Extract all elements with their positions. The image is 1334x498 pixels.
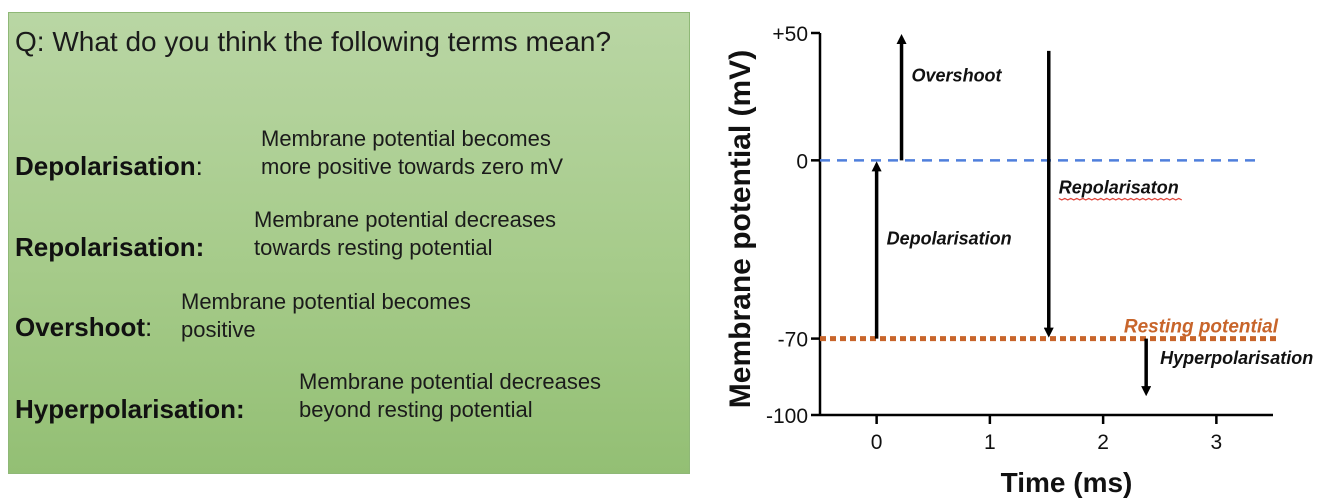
y-tick-label: 0 <box>796 150 808 173</box>
definition-line: more positive towards zero mV <box>261 154 563 179</box>
question-text: Q: What do you think the following terms… <box>15 26 612 57</box>
y-tick-label: -100 <box>766 405 808 428</box>
definition-line: positive <box>181 317 256 342</box>
term-depolarisation: Depolarisation: <box>15 151 203 182</box>
definition-overshoot: Membrane potential becomes positive <box>181 288 471 344</box>
definition-line: Membrane potential decreases <box>299 369 602 394</box>
definition-line: Membrane potential becomes <box>261 126 551 151</box>
y-tick-label: +50 <box>772 23 808 46</box>
term-label: Repolarisation: <box>15 232 205 262</box>
term-overshoot: Overshoot: <box>15 312 152 343</box>
term-label: Hyperpolarisation: <box>15 394 245 424</box>
definition-hyperpolarisation: Membrane potential decreases beyond rest… <box>299 368 601 424</box>
definition-line: Membrane potential becomes <box>181 289 471 314</box>
spellcheck-underline <box>1058 197 1183 201</box>
x-tick-label: 2 <box>1097 431 1109 454</box>
repolarisation-label: Repolarisaton <box>1059 177 1179 197</box>
term-label: Depolarisation <box>15 151 196 181</box>
term-repolarisation: Repolarisation: <box>15 232 204 263</box>
x-tick-label: 3 <box>1211 431 1223 454</box>
hyperpolarisation-label: Hyperpolarisation <box>1160 348 1313 368</box>
definition-depolarisation: Membrane potential becomes more positive… <box>261 125 563 181</box>
term-colon: : <box>195 151 203 181</box>
y-axis-label: Membrane potential (mV) <box>724 50 757 408</box>
definition-line: towards resting potential <box>254 235 493 260</box>
term-hyperpolarisation: Hyperpolarisation: <box>15 394 245 425</box>
definitions-panel: Q: What do you think the following terms… <box>8 12 690 474</box>
membrane-potential-chart: +50 0 -70 -100 0 1 2 3 Time (ms) Membrane potenti… <box>724 23 1313 498</box>
y-tick-label: -70 <box>778 329 808 352</box>
depolarisation-label: Depolarisation <box>887 228 1012 248</box>
x-axis-label: Time (ms) <box>1001 467 1133 498</box>
x-tick-label: 1 <box>984 431 996 454</box>
term-label: Overshoot <box>15 312 146 342</box>
resting-potential-label: Resting potential <box>1124 317 1279 338</box>
overshoot-label: Overshoot <box>912 65 1003 85</box>
x-tick-label: 0 <box>871 431 883 454</box>
term-colon: : <box>145 312 153 342</box>
definition-line: Membrane potential decreases <box>254 207 557 232</box>
definition-repolarisation: Membrane potential decreases towards res… <box>254 206 556 262</box>
definition-line: beyond resting potential <box>299 397 533 422</box>
